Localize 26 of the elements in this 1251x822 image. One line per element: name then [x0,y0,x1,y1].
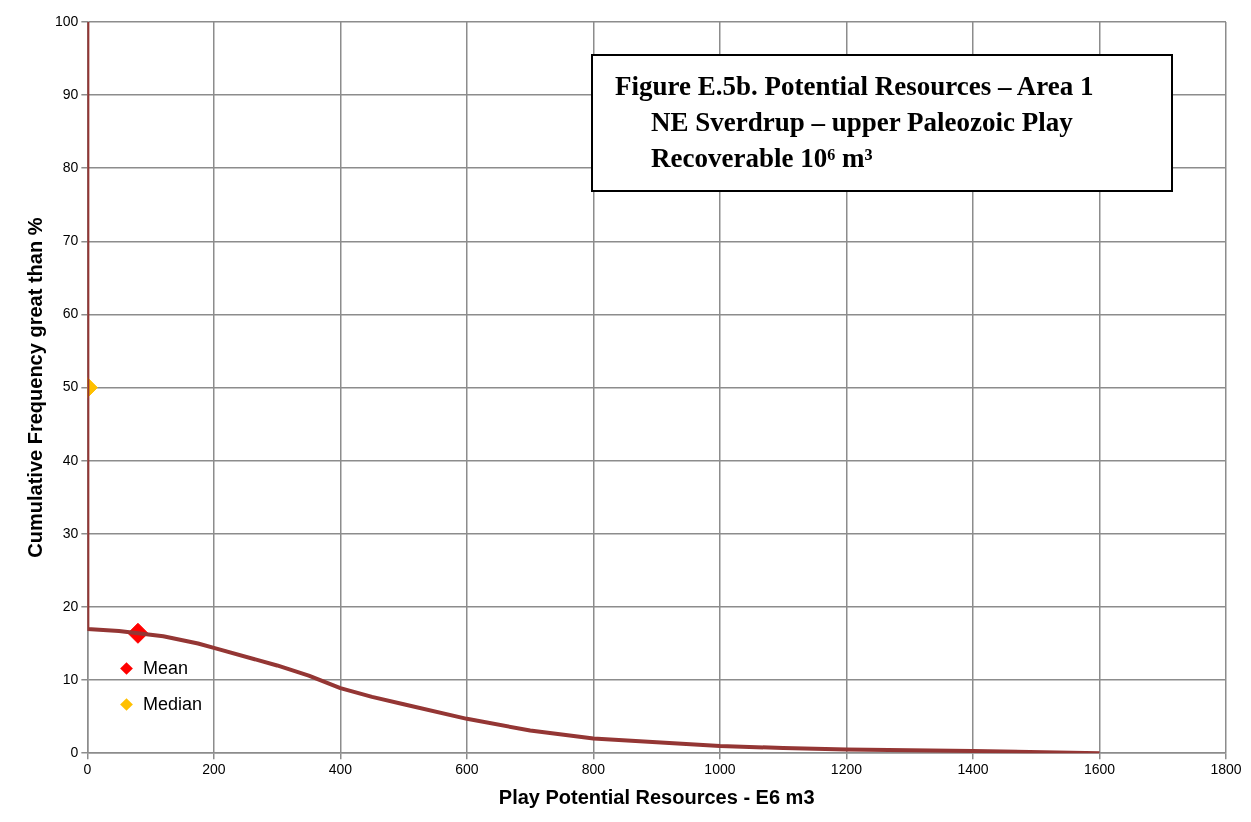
y-tick-label: 90 [62,85,79,102]
x-tick-label: 1200 [830,761,863,778]
x-tick-label: 200 [202,761,226,778]
x-tick-label: 1800 [1210,761,1242,778]
y-tick-label: 30 [62,524,79,541]
y-tick-label: 80 [62,159,79,176]
legend-label: Mean [143,657,189,679]
y-tick-label: 0 [70,744,79,761]
y-tick-label: 20 [62,597,79,614]
title-frame: Figure E.5b. Potential Resources – Area 1 NE Sverdrup – upper Paleozoic Play Recoverable 10⁶ m³ [591,54,1173,192]
y-tick-label: 100 [55,12,79,29]
y-tick-label: 10 [62,670,79,687]
x-tick-label: 600 [455,761,479,778]
x-tick-label: 1000 [704,761,736,778]
legend-label: Median [143,693,203,715]
y-axis-title: Cumulative Frequency great than % [23,217,46,558]
x-tick-label: 1600 [1083,761,1116,778]
y-tick-label: 60 [62,305,79,322]
y-tick-label: 40 [62,451,79,468]
y-tick-label: 70 [62,232,79,249]
x-tick-label: 400 [328,761,353,778]
y-tick-label: 50 [62,378,79,395]
x-tick-label: 800 [581,761,606,778]
x-tick-label: 1400 [957,761,989,778]
x-tick-label: 0 [83,761,92,778]
x-axis-title: Play Potential Resources - E6 m3 [498,785,815,808]
